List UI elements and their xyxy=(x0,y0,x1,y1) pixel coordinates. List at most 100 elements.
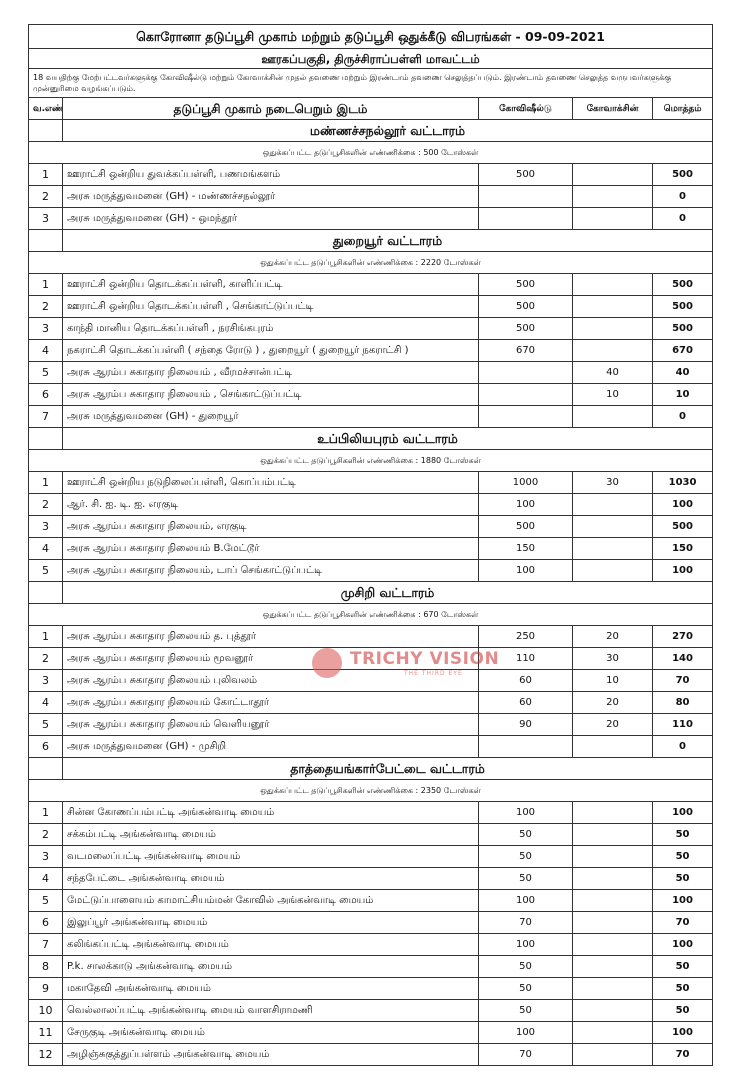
covaxin-doses xyxy=(572,889,653,912)
serial-number: 6 xyxy=(28,383,63,406)
data-row: 3 வடமலைப்பட்டி அங்கன்வாடி மையம் 50 50 xyxy=(28,845,714,868)
total-doses: 70 xyxy=(651,669,714,692)
total-doses: 50 xyxy=(651,977,714,1000)
covaxin-doses: 40 xyxy=(572,361,653,384)
total-doses: 0 xyxy=(651,185,714,208)
serial-number: 10 xyxy=(28,999,63,1022)
data-row: 5 மேட்டுப்பாளையம் காமாட்சியம்மன் கோவில் அ… xyxy=(28,889,714,912)
total-doses: 100 xyxy=(651,933,714,956)
covishield-doses: 100 xyxy=(478,801,573,824)
serial-number: 4 xyxy=(28,537,63,560)
serial-number: 9 xyxy=(28,977,63,1000)
section-name: துறையூர் வட்டாரம் xyxy=(61,229,714,252)
data-row: 1 ஊராட்சி ஒன்றிய துவக்கப்பள்ளி, பணமங்களம்… xyxy=(28,163,714,186)
data-row: 3 அரசு ஆரம்ப சுகாதார நிலையம் புலிவலம் 60 10… xyxy=(28,669,714,692)
allocation: ஒதுக்கப்பட்ட தடுப்பூசிகளின் எண்ணிக்கை : … xyxy=(27,141,714,164)
covaxin-doses xyxy=(572,207,653,230)
place: நகராட்சி தொடக்கப்பள்ளி ( சந்தை ரோடு ) , … xyxy=(62,339,479,362)
serial-number: 5 xyxy=(28,559,63,582)
note: 18 வயதிற்கு மேற்பட்டவர்களுக்கு கோவிஷீல்ட… xyxy=(27,68,714,98)
covishield-doses: 100 xyxy=(478,889,573,912)
data-row: 6 அரசு மருத்துவமனை (GH) - முசிறி 0 xyxy=(28,735,714,758)
covishield-doses: 100 xyxy=(478,1021,573,1044)
covaxin-doses xyxy=(572,845,653,868)
data-row: 12 அழிஞ்சுகுத்துப்பள்ளம் அங்கன்வாடி மையம்… xyxy=(28,1043,714,1066)
serial-number: 6 xyxy=(28,911,63,934)
covaxin-doses: 30 xyxy=(572,471,653,494)
covaxin-doses xyxy=(572,867,653,890)
total-doses: 270 xyxy=(651,625,714,648)
covaxin-doses xyxy=(572,493,653,516)
total-doses: 50 xyxy=(651,955,714,978)
total-doses: 0 xyxy=(651,405,714,428)
covishield-doses xyxy=(478,361,573,384)
place: சக்கம்பட்டி அங்கன்வாடி மையம் xyxy=(62,823,479,846)
covaxin-doses xyxy=(572,163,653,186)
covaxin-doses xyxy=(572,933,653,956)
covaxin-doses xyxy=(572,559,653,582)
serial-number: 4 xyxy=(28,691,63,714)
total-doses: 500 xyxy=(651,295,714,318)
covishield-doses xyxy=(478,185,573,208)
covishield-doses: 50 xyxy=(478,955,573,978)
place: அரசு ஆரம்ப சுகாதார நிலையம் , செங்காட்டுப… xyxy=(62,383,479,406)
total-doses: 70 xyxy=(651,1043,714,1066)
place: அரசு மருத்துவமனை (GH) - ஒமந்தூர் xyxy=(62,207,479,230)
total-doses: 100 xyxy=(651,801,714,824)
serial-number: 7 xyxy=(28,933,63,956)
data-row: 1 சின்ன கோணப்பம்பட்டி அங்கன்வாடி மையம் 100… xyxy=(28,801,714,824)
section-row: தாத்தையங்கார்பேட்டை வட்டாரம் xyxy=(28,757,714,780)
section-name: முசிறி வட்டாரம் xyxy=(61,581,714,604)
column-header: தடுப்பூசி முகாம் நடைபெறும் இடம் xyxy=(62,97,479,120)
place: இலுப்பூர் அங்கன்வாடி மையம் xyxy=(62,911,479,934)
covishield-doses: 250 xyxy=(478,625,573,648)
covaxin-doses xyxy=(572,339,653,362)
covishield-doses xyxy=(478,383,573,406)
data-row: 2 அரசு ஆரம்ப சுகாதார நிலையம் மூவனூர் 110 30… xyxy=(28,647,714,670)
total-doses: 500 xyxy=(651,317,714,340)
column-header: மொத்தம் xyxy=(651,97,714,120)
column-header: கோவிஷீல்டு xyxy=(478,97,573,120)
covaxin-doses: 20 xyxy=(572,713,653,736)
place: அரசு ஆரம்ப சுகாதார நிலையம் வெளியனூர் xyxy=(62,713,479,736)
column-header-row: வ.எண் தடுப்பூசி முகாம் நடைபெறும் இடம் கோவி… xyxy=(28,97,714,120)
serial-number: 3 xyxy=(28,515,63,538)
serial-number: 2 xyxy=(28,493,63,516)
data-row: 6 அரசு ஆரம்ப சுகாதார நிலையம் , செங்காட்டு… xyxy=(28,383,714,406)
covishield-doses: 100 xyxy=(478,559,573,582)
data-row: 1 அரசு ஆரம்ப சுகாதார நிலையம் த. புத்தூர் 2… xyxy=(28,625,714,648)
data-row: 4 அரசு ஆரம்ப சுகாதார நிலையம் B.மேட்டூர் 15… xyxy=(28,537,714,560)
column-header: வ.எண் xyxy=(28,97,63,120)
serial-number: 3 xyxy=(28,669,63,692)
covaxin-doses xyxy=(572,515,653,538)
section-name: மண்ணச்சநல்லூர் வட்டாரம் xyxy=(61,119,714,142)
covishield-doses: 500 xyxy=(478,273,573,296)
data-row: 2 சக்கம்பட்டி அங்கன்வாடி மையம் 50 50 xyxy=(28,823,714,846)
total-doses: 100 xyxy=(651,493,714,516)
covishield-doses: 500 xyxy=(478,515,573,538)
data-row: 2 ஆர். சி. ஐ. டி. ஐ. எரகுடி 100 100 xyxy=(28,493,714,516)
serial-number: 3 xyxy=(28,207,63,230)
data-row: 2 அரசு மருத்துவமனை (GH) - மண்ணச்சநல்லூர் 0 xyxy=(28,185,714,208)
subtitle-row: ஊரகப்பகுதி, திருச்சிராப்பள்ளி மாவட்டம் xyxy=(27,48,714,69)
section-row: துறையூர் வட்டாரம் xyxy=(28,229,714,252)
allocation: ஒதுக்கப்பட்ட தடுப்பூசிகளின் எண்ணிக்கை : … xyxy=(27,251,714,274)
place: வடமலைப்பட்டி அங்கன்வாடி மையம் xyxy=(62,845,479,868)
allocation-table: கொரோனா தடுப்பூசி முகாம் மற்றும் தடுப்பூச… xyxy=(27,24,714,1066)
data-row: 8 P.k. சாலக்காடு அங்கன்வாடி மையம் 50 50 xyxy=(28,955,714,978)
data-row: 10 வெல்லாலப்பட்டி அங்கன்வாடி மையம் வாளசிர… xyxy=(28,999,714,1022)
covaxin-doses: 30 xyxy=(572,647,653,670)
allocation: ஒதுக்கப்பட்ட தடுப்பூசிகளின் எண்ணிக்கை : … xyxy=(27,779,714,802)
data-row: 3 அரசு ஆரம்ப சுகாதார நிலையம், எரகுடி 500 50… xyxy=(28,515,714,538)
covishield-doses: 100 xyxy=(478,933,573,956)
covishield-doses: 90 xyxy=(478,713,573,736)
covaxin-doses: 10 xyxy=(572,383,653,406)
total-doses: 50 xyxy=(651,845,714,868)
data-row: 3 காந்தி மானிய தொடக்கப்பள்ளி , நரசிங்கபுர… xyxy=(28,317,714,340)
place: ஆர். சி. ஐ. டி. ஐ. எரகுடி xyxy=(62,493,479,516)
covishield-doses: 50 xyxy=(478,845,573,868)
section-row: உப்பிலியபுரம் வட்டாரம் xyxy=(28,427,714,450)
serial-number: 7 xyxy=(28,405,63,428)
place: கலிங்கப்பட்டி அங்கன்வாடி மையம் xyxy=(62,933,479,956)
